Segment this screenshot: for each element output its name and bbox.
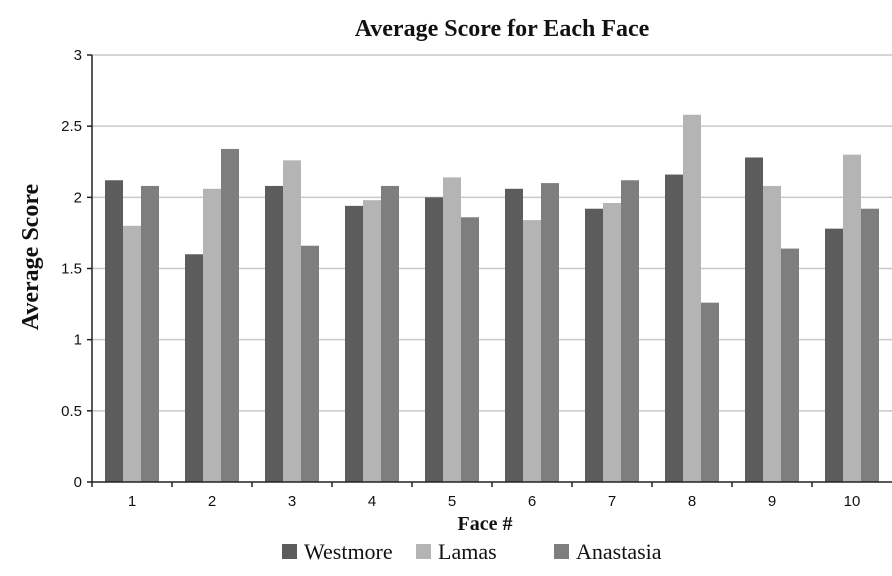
- y-tick-label: 2: [74, 189, 82, 206]
- bar: [105, 180, 123, 482]
- bar: [345, 205, 363, 482]
- bar: [461, 217, 479, 482]
- bar: [683, 114, 701, 482]
- bar: [621, 180, 639, 482]
- bar: [603, 203, 621, 482]
- tick-labels: 0 0.5 1 1.5 2 2.5 3 1 2 3 4 5 6 7 8 9 10: [61, 47, 860, 510]
- bar: [745, 157, 763, 483]
- axes: [87, 54, 892, 487]
- bar: [781, 248, 799, 482]
- bar: [541, 183, 559, 482]
- bar: [363, 200, 381, 482]
- bar: [825, 228, 843, 482]
- y-tick-label: 0.5: [61, 403, 82, 420]
- bar: [265, 185, 283, 483]
- bar: [301, 245, 319, 482]
- bar: [221, 148, 239, 482]
- bar: [141, 185, 159, 483]
- y-axis-label: Average Score: [18, 183, 44, 330]
- bar: [763, 185, 781, 483]
- legend-swatch: [282, 544, 297, 559]
- bar: [701, 302, 719, 482]
- x-tick-label: 7: [608, 493, 616, 510]
- x-tick-label: 9: [768, 493, 776, 510]
- y-tick-label: 0: [74, 474, 82, 491]
- x-tick-label: 8: [688, 493, 696, 510]
- bar: [523, 220, 541, 482]
- bar: [185, 254, 203, 482]
- bar: [585, 208, 603, 482]
- legend-swatch: [416, 544, 431, 559]
- x-tick-label: 10: [844, 493, 861, 510]
- bar: [203, 188, 221, 482]
- x-axis-label: Face #: [458, 513, 513, 535]
- x-tick-label: 1: [128, 493, 136, 510]
- legend-label: Anastasia: [576, 539, 662, 564]
- bar: [861, 208, 879, 482]
- y-tick-label: 1: [74, 332, 82, 349]
- y-tick-label: 1.5: [61, 261, 82, 278]
- x-tick-label: 5: [448, 493, 456, 510]
- x-tick-label: 6: [528, 493, 536, 510]
- chart-title: Average Score for Each Face: [355, 16, 650, 42]
- bar: [443, 177, 461, 482]
- legend-label: Lamas: [438, 539, 497, 564]
- x-tick-label: 4: [368, 493, 376, 510]
- y-tick-label: 3: [74, 47, 82, 64]
- legend-label: Westmore: [304, 539, 393, 564]
- bar: [843, 154, 861, 482]
- bar: [283, 160, 301, 482]
- bar: [123, 225, 141, 483]
- legend: Westmore Lamas Anastasia: [282, 539, 662, 564]
- bar: [505, 188, 523, 482]
- legend-swatch: [554, 544, 569, 559]
- bar: [665, 174, 683, 482]
- bar: [425, 197, 443, 483]
- x-tick-label: 3: [288, 493, 296, 510]
- bar: [381, 185, 399, 483]
- bars: [105, 114, 879, 483]
- y-tick-label: 2.5: [61, 118, 82, 135]
- x-tick-label: 2: [208, 493, 216, 510]
